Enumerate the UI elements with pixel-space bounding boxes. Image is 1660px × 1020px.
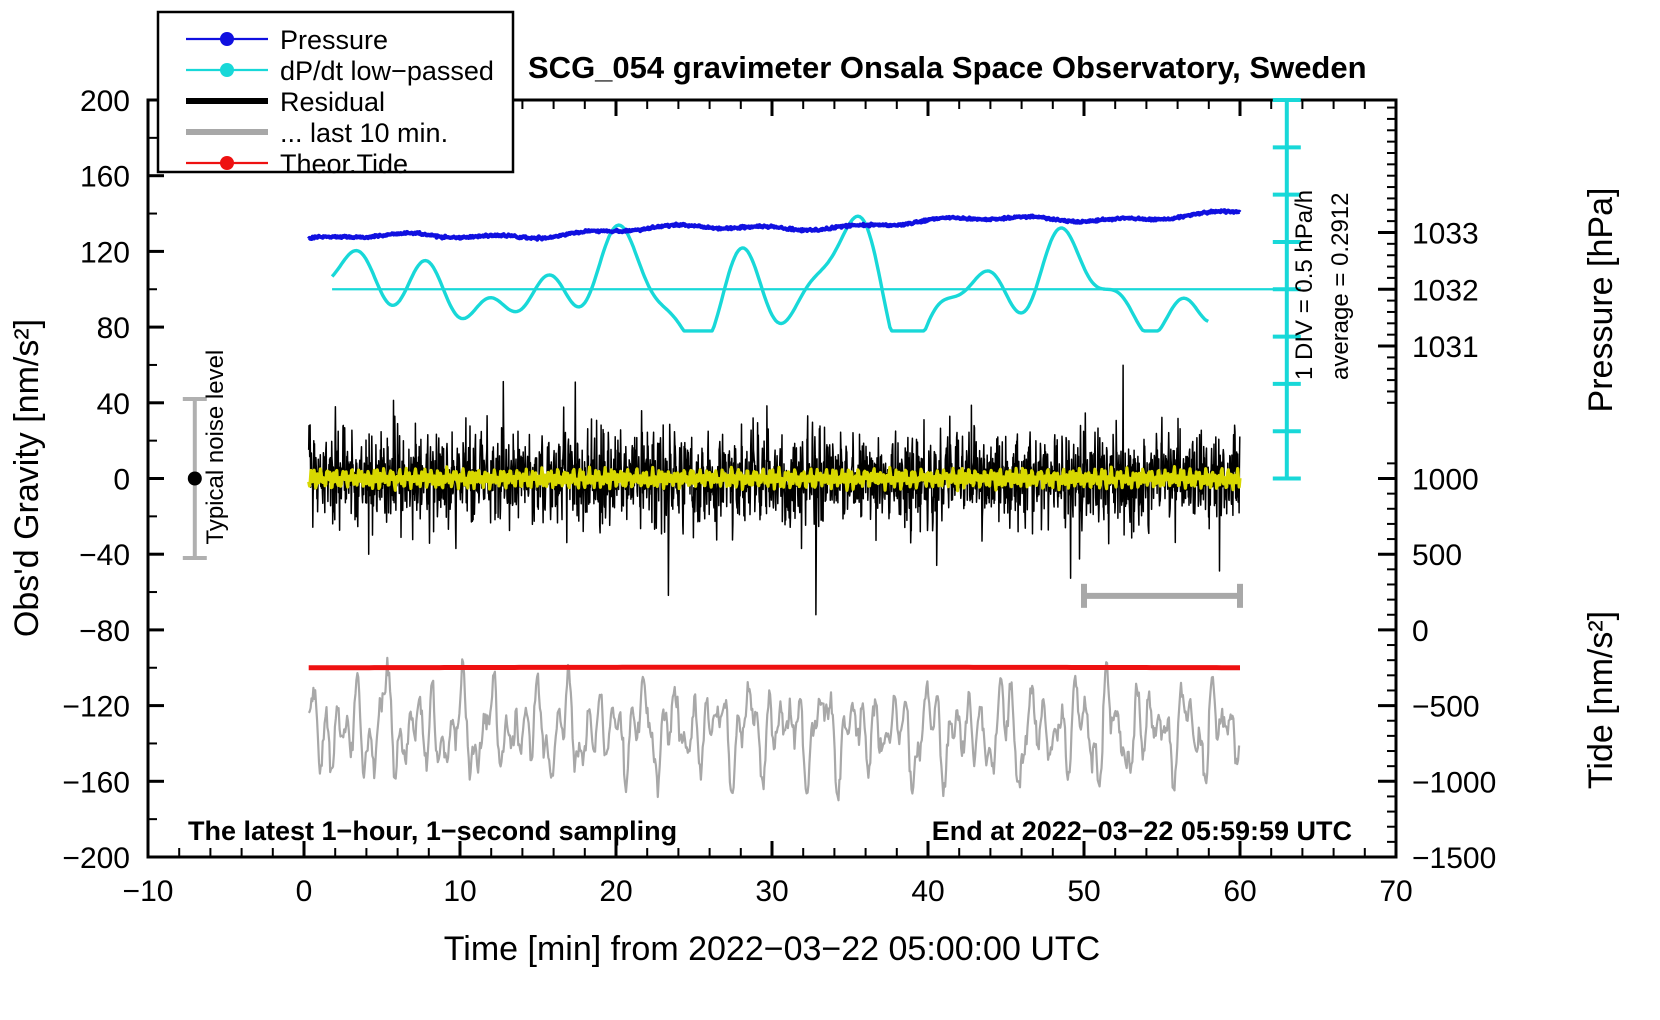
- tide-tick-label: 0: [1412, 615, 1429, 648]
- y-tick-label: 200: [80, 85, 130, 118]
- x-tick-label: 60: [1223, 875, 1256, 908]
- y-tick-label: −120: [62, 691, 130, 724]
- y-tick-label: 160: [80, 161, 130, 194]
- y-tick-label: −160: [62, 766, 130, 799]
- legend-marker-4: [220, 156, 234, 170]
- tide-tick-label: −1500: [1412, 842, 1496, 875]
- legend-label-1: dP/dt low−passed: [280, 56, 494, 86]
- page-title: SCG_054 gravimeter Onsala Space Observat…: [528, 50, 1367, 85]
- legend-label-2: Residual: [280, 87, 385, 117]
- x-tick-label: 20: [599, 875, 632, 908]
- series-last-10-min: [307, 656, 1241, 802]
- noise-center-dot: [187, 471, 202, 486]
- pressure-tick-label: 1031: [1412, 331, 1479, 364]
- tide-axis-title: Tide [nm/s²]: [1582, 611, 1620, 789]
- bottom-right-note: End at 2022−03−22 05:59:59 UTC: [932, 816, 1352, 846]
- tide-tick-label: −1000: [1412, 766, 1496, 799]
- x-tick-label: 70: [1379, 875, 1412, 908]
- tide-tick-label: 1000: [1412, 464, 1479, 497]
- series-pressure: [307, 208, 1242, 242]
- series-smoothed-residual: [307, 465, 1242, 493]
- pressure-average-note: average = 0.2912: [1327, 193, 1354, 381]
- x-tick-label: 50: [1067, 875, 1100, 908]
- y-tick-label: 80: [97, 312, 130, 345]
- x-tick-label: 40: [911, 875, 944, 908]
- pressure-tick-label: 1033: [1412, 217, 1479, 250]
- series-dpdt-lowpassed: [330, 214, 1209, 333]
- y-tick-label: 120: [80, 236, 130, 269]
- pressure-tick-label: 1032: [1412, 274, 1479, 307]
- legend-label-0: Pressure: [280, 25, 388, 55]
- y-tick-label: −40: [79, 539, 130, 572]
- x-tick-label: 0: [296, 875, 313, 908]
- x-tick-label: 30: [755, 875, 788, 908]
- y-tick-label: −80: [79, 615, 130, 648]
- pressure-scale-note: 1 DIV = 0.5 hPa/h: [1291, 190, 1318, 380]
- legend-marker-1: [220, 63, 234, 77]
- tide-tick-label: 500: [1412, 539, 1462, 572]
- bottom-left-note: The latest 1−hour, 1−second sampling: [188, 816, 677, 846]
- y-tick-label: 40: [97, 388, 130, 421]
- x-tick-label: −10: [123, 875, 174, 908]
- pressure-axis-title: Pressure [hPa]: [1582, 188, 1620, 413]
- legend-marker-0: [220, 32, 234, 46]
- tide-tick-label: −500: [1412, 691, 1480, 724]
- legend-label-3: ... last 10 min.: [280, 118, 448, 148]
- x-tick-label: 10: [443, 875, 476, 908]
- typical-noise-level-label: Typical noise level: [202, 350, 229, 545]
- y-axis-title: Obs'd Gravity [nm/s²]: [8, 319, 46, 637]
- x-axis-title: Time [min] from 2022−03−22 05:00:00 UTC: [444, 930, 1100, 968]
- y-tick-label: 0: [113, 464, 130, 497]
- legend-label-4: Theor.Tide: [280, 149, 408, 179]
- y-tick-label: −200: [62, 842, 130, 875]
